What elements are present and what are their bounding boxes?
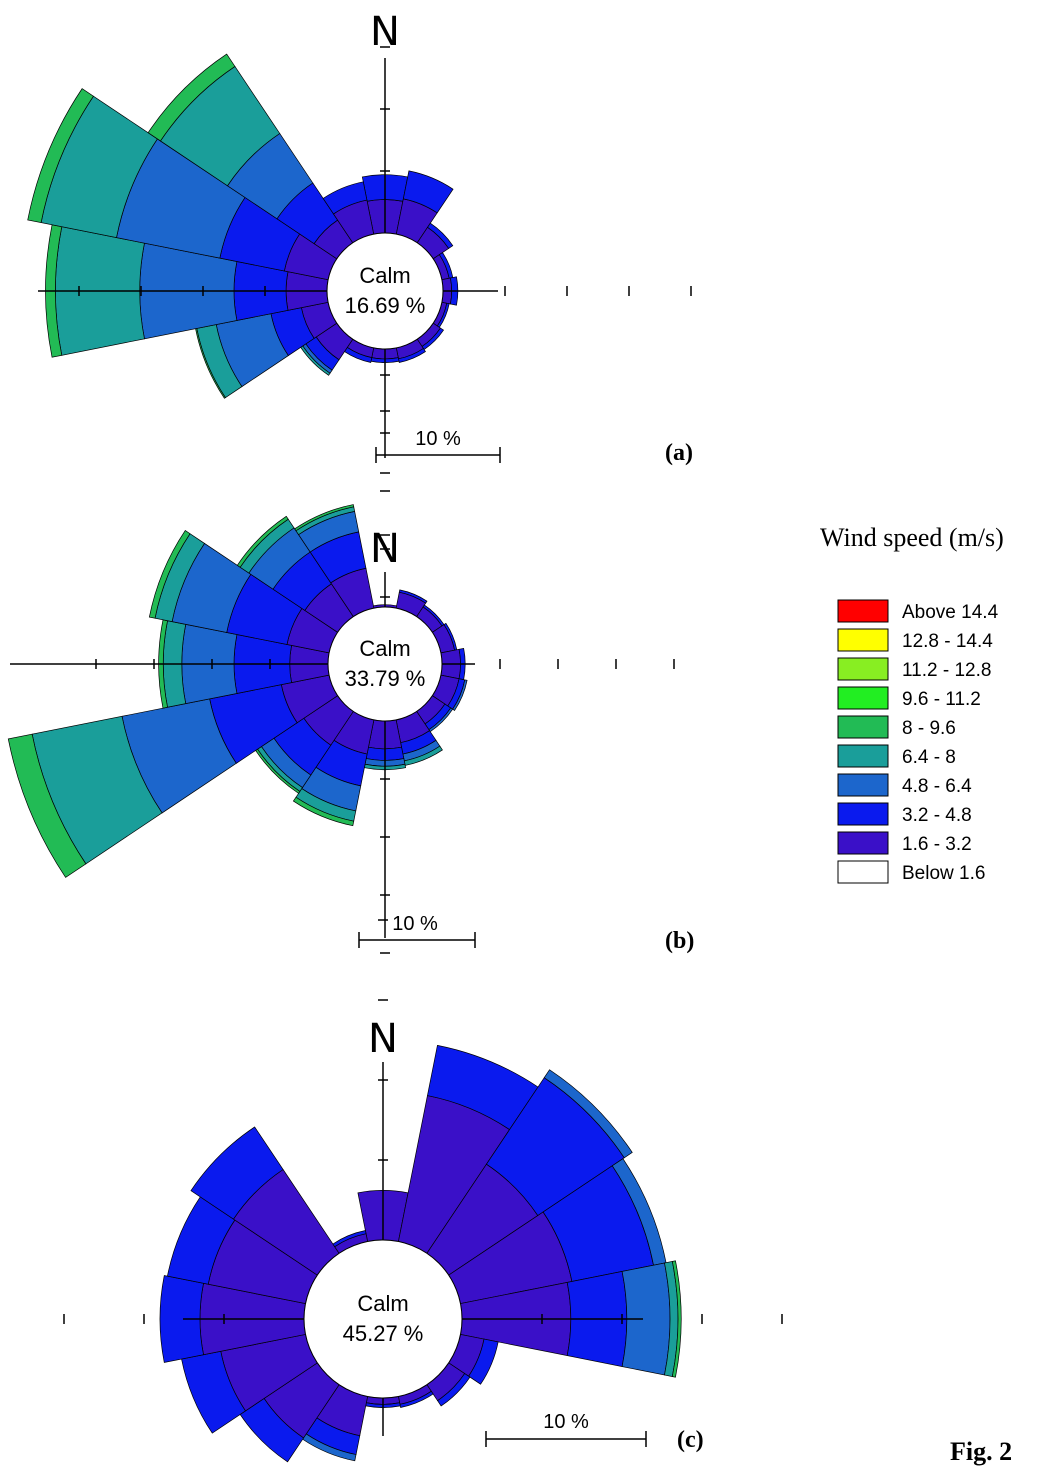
wedge-wnw-bin-4 bbox=[27, 88, 94, 224]
legend-label: 9.6 - 11.2 bbox=[902, 689, 981, 710]
wedge-ne-bin-2 bbox=[543, 1069, 633, 1159]
legend-label: 11.2 - 12.8 bbox=[902, 660, 991, 681]
legend-label: Above 14.4 bbox=[902, 602, 999, 623]
wedge-nw-bin-1 bbox=[190, 1126, 284, 1220]
legend-items: Above 14.4 12.8 - 14.4 11.2 - 12.8 9.6 - 11… bbox=[837, 599, 999, 884]
wedge-ese-bin-1 bbox=[468, 1338, 499, 1385]
north-label: N bbox=[370, 9, 400, 55]
panel-label: (b) bbox=[665, 928, 694, 954]
north-label: N bbox=[368, 1016, 398, 1062]
wedge-nne-bin-1 bbox=[402, 170, 454, 214]
scale-bar bbox=[485, 1431, 647, 1447]
legend-swatch bbox=[837, 802, 889, 826]
wedge-ssw-bin-4 bbox=[292, 796, 355, 827]
axis-ticks bbox=[63, 919, 783, 1324]
panel-label: (a) bbox=[665, 440, 693, 466]
calm-circle bbox=[303, 1239, 463, 1399]
calm-value: 45.27 % bbox=[343, 1321, 424, 1346]
calm-circle bbox=[326, 232, 444, 350]
legend-title: Wind speed (m/s) bbox=[820, 523, 1004, 552]
figure-label: Fig. 2 bbox=[950, 1437, 1012, 1466]
wedge-nnw-bin-1 bbox=[332, 1230, 367, 1248]
panel-label: (c) bbox=[677, 1427, 704, 1453]
wedge-wnw-bin-4 bbox=[148, 530, 191, 619]
legend-label: 1.6 - 3.2 bbox=[902, 834, 972, 855]
axis-ticks bbox=[95, 374, 675, 954]
wind-rose-a: N Calm 16.69 % 10 % (a) bbox=[27, 9, 693, 598]
calm-label: Calm bbox=[357, 1291, 408, 1316]
calm-label: Calm bbox=[359, 263, 410, 288]
calm-value: 33.79 % bbox=[345, 666, 426, 691]
wind-rose-c-wedges bbox=[159, 1044, 682, 1463]
wedge-nnw-bin-4 bbox=[294, 504, 355, 532]
legend-swatch bbox=[837, 744, 889, 768]
calm-circle bbox=[327, 606, 443, 722]
wind-rose-b: N Calm 33.79 % 10 % (b) bbox=[7, 374, 694, 954]
legend-label: Below 1.6 bbox=[902, 863, 985, 884]
legend-label: 6.4 - 8 bbox=[902, 747, 956, 768]
legend-label: 3.2 - 4.8 bbox=[902, 805, 972, 826]
legend-swatch bbox=[837, 599, 889, 623]
scale-bar bbox=[358, 932, 476, 948]
legend-swatch bbox=[837, 657, 889, 681]
wedge-wsw-bin-4 bbox=[7, 733, 87, 878]
scale-label: 10 % bbox=[415, 428, 461, 450]
calm-value: 16.69 % bbox=[345, 293, 426, 318]
wind-rose-c: N Calm 45.27 % 10 % (c) bbox=[63, 919, 783, 1463]
wedge-nne-bin-1 bbox=[398, 589, 428, 604]
legend-label: 4.8 - 6.4 bbox=[902, 776, 972, 797]
wind-speed-legend: Wind speed (m/s) Above 14.4 12.8 - 14.4 11… bbox=[820, 523, 1004, 884]
wedge-ne-bin-1 bbox=[427, 222, 454, 249]
wedge-nw-bin-4 bbox=[147, 53, 236, 142]
legend-label: 12.8 - 14.4 bbox=[902, 631, 993, 652]
legend-swatch bbox=[837, 831, 889, 855]
scale-label: 10 % bbox=[543, 1411, 589, 1433]
scale-label: 10 % bbox=[392, 913, 438, 935]
legend-swatch bbox=[837, 715, 889, 739]
legend-swatch bbox=[837, 860, 889, 884]
calm-label: Calm bbox=[359, 636, 410, 661]
wedge-se-bin-1 bbox=[437, 1373, 471, 1407]
legend-swatch bbox=[837, 628, 889, 652]
axis-ticks bbox=[78, 46, 692, 598]
wedge-e-bin-4 bbox=[671, 1260, 682, 1378]
legend-label: 8 - 9.6 bbox=[902, 718, 956, 739]
wedge-nw-bin-4 bbox=[236, 515, 289, 568]
north-label: N bbox=[370, 526, 400, 572]
scale-bar bbox=[375, 447, 501, 463]
wedge-nnw-bin-1 bbox=[322, 181, 368, 215]
legend-swatch bbox=[837, 773, 889, 797]
legend-swatch bbox=[837, 686, 889, 710]
